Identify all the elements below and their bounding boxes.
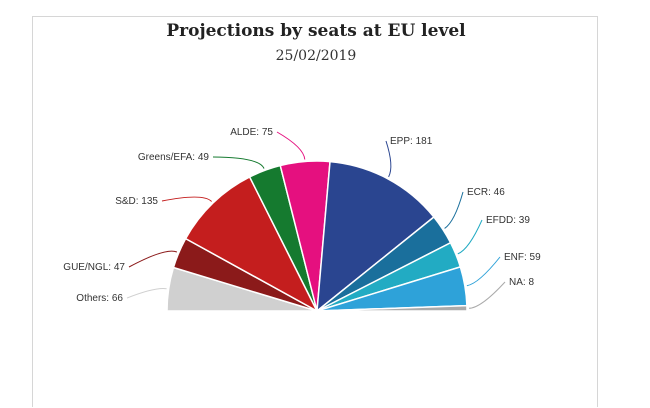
connector-na bbox=[468, 281, 506, 309]
label-epp: EPP: 181 bbox=[390, 136, 433, 147]
connector-enf bbox=[466, 256, 501, 287]
label-efdd: EFDD: 39 bbox=[486, 215, 530, 226]
slice-na bbox=[316, 304, 468, 312]
chart-title: Projections by seats at EU level bbox=[166, 21, 466, 41]
label-ecr: ECR: 46 bbox=[467, 187, 505, 198]
connector-others bbox=[126, 287, 167, 299]
slice-epp bbox=[316, 160, 435, 313]
connector-epp bbox=[385, 140, 392, 178]
slice-s-d bbox=[184, 175, 319, 313]
connector-efdd bbox=[457, 219, 483, 255]
connector-gue-ngl bbox=[128, 250, 178, 268]
connector-s-d bbox=[161, 196, 212, 202]
label-enf: ENF: 59 bbox=[504, 252, 541, 263]
label-greens-efa: Greens/EFA: 49 bbox=[138, 152, 210, 163]
label-na: NA: 8 bbox=[509, 277, 534, 288]
connector-alde bbox=[276, 131, 306, 160]
label-s-d: S&D: 135 bbox=[115, 196, 158, 207]
chart-card: Projections by seats at EU level 25/02/2… bbox=[32, 16, 598, 407]
semicircle-chart: Others: 66 GUE/NGL: 47 S&D: 135 Greens/EFA:… bbox=[63, 127, 541, 313]
connector-greens-efa bbox=[212, 156, 265, 169]
label-alde: ALDE: 75 bbox=[230, 127, 273, 138]
connector-ecr bbox=[444, 191, 464, 229]
label-others: Others: 66 bbox=[76, 293, 123, 304]
label-gue-ngl: GUE/NGL: 47 bbox=[63, 262, 125, 273]
chart-subtitle: 25/02/2019 bbox=[275, 48, 357, 64]
